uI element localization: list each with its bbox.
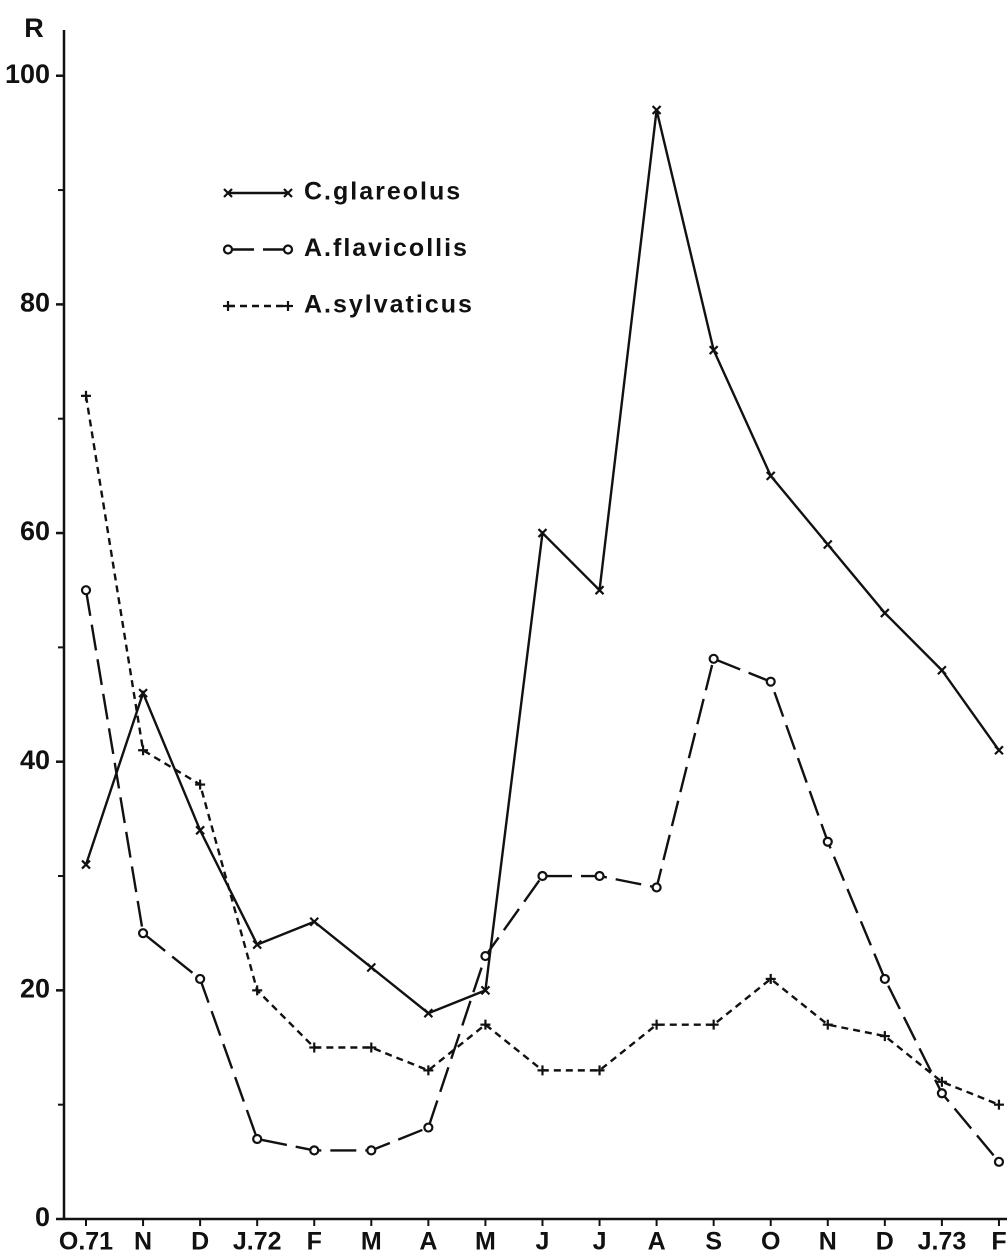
x-tick-label: J [536,1228,550,1256]
data-point [937,665,947,676]
series-line [84,590,1000,1163]
data-point [594,585,605,595]
data-point [195,825,205,836]
data-point [765,676,776,687]
data-point [879,1031,890,1042]
legend-marker [283,301,293,311]
data-point [765,471,776,481]
legend-marker [283,188,293,198]
data-point [708,345,719,355]
x-tick-label: M [361,1228,382,1256]
legend-label: A.flavicollis [304,234,469,262]
x-tick-label: O [761,1228,780,1256]
data-point [537,1065,548,1076]
data-point [708,653,719,664]
data-point [252,939,262,950]
data-point [993,1099,1004,1110]
y-tick-label: 0 [35,1202,50,1232]
data-point [993,1156,1005,1167]
data-point [423,1008,434,1018]
x-tick-label: J [593,1228,607,1256]
data-point [994,745,1004,756]
data-point [366,1042,377,1053]
x-tick-label: D [191,1228,209,1256]
data-point [138,688,148,698]
data-point [708,1019,719,1030]
data-point [651,882,662,893]
data-point [81,390,91,401]
data-point [651,105,662,115]
x-tick-label: A [648,1228,666,1256]
data-point [936,1088,948,1099]
data-point [81,859,91,870]
data-point [480,985,491,996]
data-point [195,779,206,790]
legend-label: C.glareolus [304,178,462,206]
data-point [822,1019,833,1030]
x-tick-label: A [419,1228,437,1256]
y-tick-label: 40 [20,745,50,775]
data-point [936,1076,947,1087]
legend-marker [222,244,234,255]
x-tick-label: N [819,1228,837,1256]
data-point [537,870,548,882]
series-line [84,395,1000,1106]
data-point [594,870,605,882]
x-tick-label: N [134,1228,152,1256]
data-point [480,1019,491,1030]
legend-label: A.sylvaticus [304,291,474,319]
data-point [880,608,890,618]
data-point [138,745,149,756]
data-point [480,950,491,962]
x-tick-label: J.72 [233,1228,282,1256]
y-axis-label: R [24,13,44,43]
y-tick-label: 60 [20,516,50,546]
data-point [80,585,92,596]
data-point [366,962,377,973]
legend-marker [223,188,233,198]
data-point [879,973,890,985]
y-tick-label: 100 [5,59,50,89]
data-point [765,973,776,984]
legend-marker [282,244,294,255]
data-point [651,1019,662,1030]
x-tick-label: J.73 [918,1228,967,1256]
data-point [309,1145,320,1156]
data-point [537,528,548,538]
data-point [822,836,833,847]
data-point [137,928,149,939]
legend-marker [223,301,233,311]
data-point [594,1065,605,1076]
x-tick-label: O.71 [59,1228,113,1256]
data-point [252,1133,263,1145]
data-point [195,973,206,985]
data-point [366,1145,377,1156]
data-point [823,539,833,550]
data-point [423,1065,434,1076]
x-tick-label: F [307,1228,322,1256]
data-point [423,1122,434,1133]
y-tick-label: 20 [20,973,50,1003]
y-tick-label: 80 [20,288,50,318]
data-point [309,1042,320,1053]
x-tick-label: D [876,1228,894,1256]
x-tick-label: M [475,1228,496,1256]
data-point [309,916,320,927]
x-tick-label: F [991,1228,1006,1256]
x-tick-label: S [705,1228,722,1256]
data-point [252,985,263,996]
